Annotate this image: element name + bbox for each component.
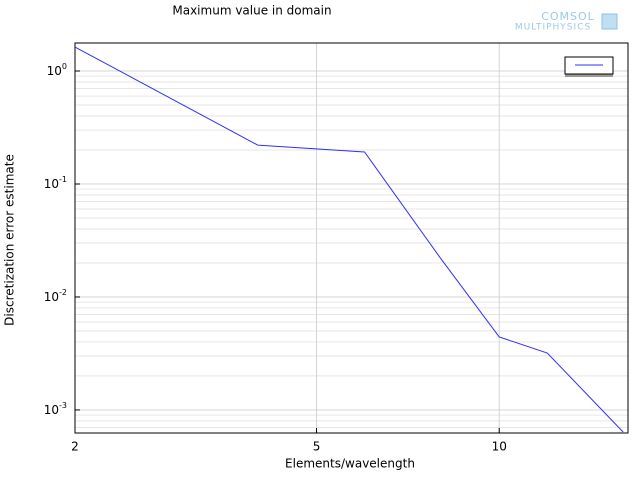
- logo-icon: [601, 13, 618, 30]
- tick-base: 10: [44, 402, 59, 416]
- y-axis-label: Discretization error estimate: [3, 154, 17, 326]
- x-tick-label: 10: [492, 440, 507, 454]
- tick-base: 10: [47, 64, 62, 78]
- y-tick-label: 10-3: [44, 400, 67, 416]
- y-tick-label: 10-1: [44, 174, 67, 190]
- tick-exponent: 0: [62, 62, 67, 71]
- tick-base: 10: [44, 176, 59, 190]
- x-tick-label: 5: [313, 440, 321, 454]
- tick-base: 10: [44, 289, 59, 303]
- watermark: MULTIPHYSICS: [515, 23, 591, 33]
- y-tick-label: 100: [47, 62, 67, 78]
- y-tick-label: 10-2: [44, 287, 67, 303]
- data-line: [75, 46, 624, 433]
- tick-exponent: -1: [59, 174, 67, 183]
- tick-exponent: -2: [59, 287, 67, 296]
- x-axis-label: Elements/wavelength: [285, 457, 415, 471]
- watermark: COMSOL: [541, 10, 595, 23]
- chart-title: Maximum value in domain: [172, 4, 331, 18]
- plot-frame: [74, 42, 629, 434]
- tick-exponent: -3: [59, 400, 67, 409]
- x-tick-label: 2: [71, 440, 79, 454]
